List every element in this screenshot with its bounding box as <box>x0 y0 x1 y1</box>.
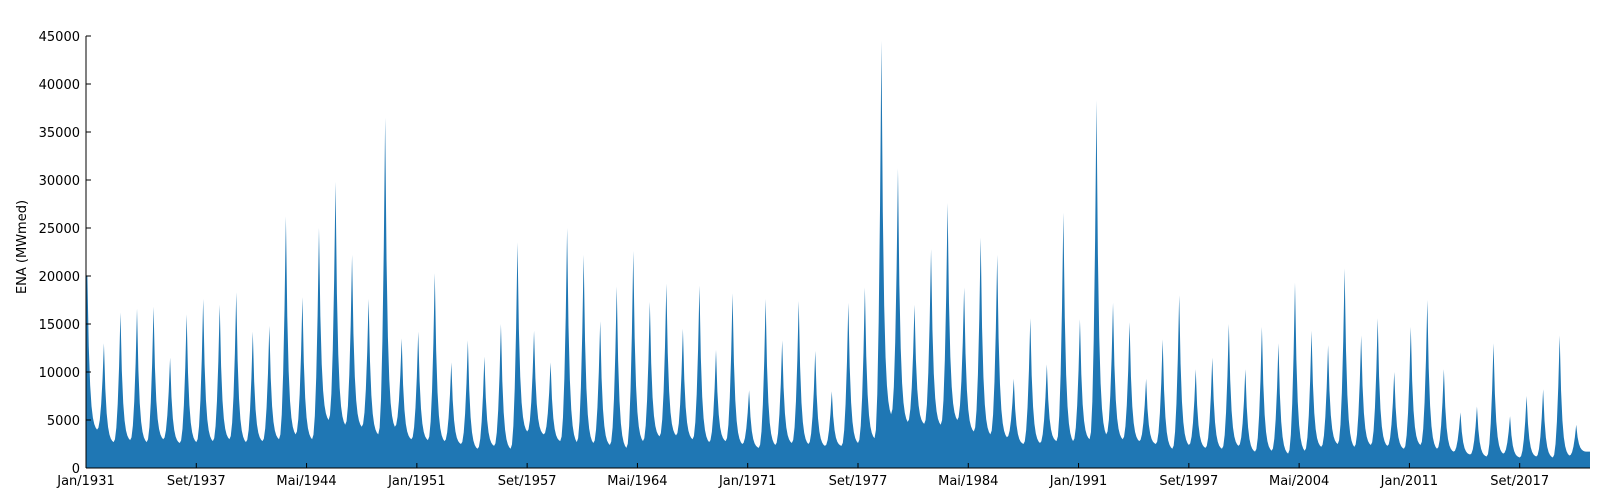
y-tick-label: 30000 <box>39 174 80 189</box>
x-tick-label: Set/1997 <box>1159 474 1218 489</box>
plot-area <box>86 40 1590 469</box>
y-tick-label: 25000 <box>39 222 80 237</box>
y-tick-label: 20000 <box>39 270 80 285</box>
x-tick-label: Set/2017 <box>1490 474 1549 489</box>
y-axis-label: ENA (MWmed) <box>15 200 30 294</box>
x-tick-label: Mai/1944 <box>276 474 336 489</box>
x-tick-label: Set/1957 <box>498 474 557 489</box>
y-tick-label: 5000 <box>47 414 80 429</box>
y-tick-label: 45000 <box>39 30 80 45</box>
y-tick-label: 40000 <box>39 78 80 93</box>
y-tick-label: 10000 <box>39 366 80 381</box>
y-ticks: 0 5000 10000 15000 20000 25000 30000 35000 40000… <box>39 30 91 477</box>
x-tick-label: Jan/2011 <box>1380 474 1439 489</box>
x-ticks: Jan/1931 Set/1937 Mai/1944 Jan/1951 Set/1957… <box>56 463 1549 489</box>
x-tick-label: Jan/1931 <box>56 474 115 489</box>
x-tick-label: Set/1977 <box>829 474 888 489</box>
x-tick-label: Mai/2004 <box>1269 474 1329 489</box>
x-tick-label: Jan/1951 <box>387 474 446 489</box>
y-tick-label: 0 <box>72 462 80 477</box>
x-tick-label: Mai/1984 <box>938 474 998 489</box>
axes: 0 5000 10000 15000 20000 25000 30000 35000 40000… <box>39 30 1590 489</box>
x-tick-label: Jan/1991 <box>1049 474 1108 489</box>
y-tick-label: 15000 <box>39 318 80 333</box>
x-tick-label: Set/1937 <box>167 474 226 489</box>
x-tick-label: Jan/1971 <box>718 474 777 489</box>
x-tick-label: Mai/1964 <box>607 474 667 489</box>
ena-series-area <box>86 40 1590 469</box>
y-tick-label: 35000 <box>39 126 80 141</box>
